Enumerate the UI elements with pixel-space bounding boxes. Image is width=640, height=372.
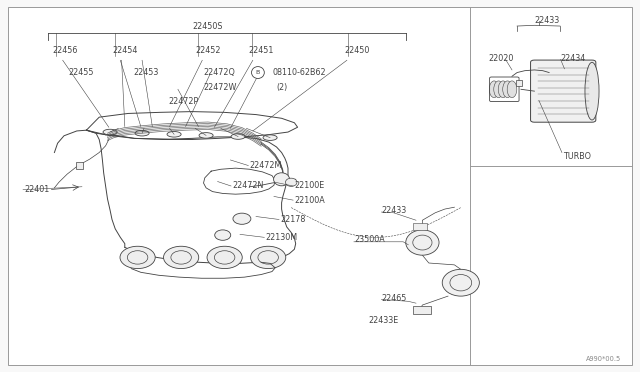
Text: 22472W: 22472W — [204, 83, 237, 92]
Ellipse shape — [274, 173, 290, 186]
Ellipse shape — [489, 81, 499, 97]
Ellipse shape — [494, 81, 504, 97]
Text: 22178: 22178 — [280, 215, 306, 224]
Text: TURBO: TURBO — [563, 153, 591, 161]
Text: 22472N: 22472N — [232, 182, 264, 190]
Ellipse shape — [503, 81, 513, 97]
Text: 22433E: 22433E — [368, 316, 398, 325]
Ellipse shape — [231, 134, 245, 139]
Text: 22454: 22454 — [112, 46, 138, 55]
Ellipse shape — [442, 269, 479, 296]
Text: A990*00.5: A990*00.5 — [586, 356, 621, 362]
Text: 22451: 22451 — [248, 46, 274, 55]
Text: 22472M: 22472M — [250, 161, 282, 170]
Text: 22433: 22433 — [381, 206, 406, 215]
Ellipse shape — [251, 246, 286, 269]
Ellipse shape — [214, 230, 231, 240]
Text: 22434: 22434 — [561, 54, 586, 63]
Text: 23500A: 23500A — [354, 235, 385, 244]
Ellipse shape — [164, 246, 198, 269]
Bar — [516, 80, 522, 86]
Text: 22452: 22452 — [195, 46, 221, 55]
Text: 22020: 22020 — [488, 54, 514, 63]
Ellipse shape — [135, 130, 149, 136]
Text: 22450S: 22450S — [193, 22, 223, 31]
FancyBboxPatch shape — [531, 60, 596, 122]
Text: 22465: 22465 — [381, 294, 407, 303]
Ellipse shape — [120, 246, 155, 269]
Text: 22453: 22453 — [133, 68, 159, 77]
Ellipse shape — [263, 135, 277, 140]
Bar — [413, 223, 427, 230]
Text: 22433: 22433 — [534, 16, 559, 25]
Ellipse shape — [499, 81, 508, 97]
Ellipse shape — [167, 131, 181, 137]
Ellipse shape — [207, 246, 242, 269]
Ellipse shape — [406, 230, 439, 255]
Text: 22100A: 22100A — [294, 196, 325, 205]
Text: 22100E: 22100E — [294, 182, 324, 190]
Text: 22450: 22450 — [344, 46, 370, 55]
Bar — [76, 162, 83, 169]
Text: 22401: 22401 — [24, 185, 49, 194]
Text: 22455: 22455 — [68, 68, 94, 77]
Ellipse shape — [585, 62, 599, 120]
Ellipse shape — [199, 132, 213, 138]
Text: 22456: 22456 — [52, 46, 78, 55]
Ellipse shape — [252, 67, 264, 78]
Text: B: B — [256, 70, 260, 75]
Text: 22130M: 22130M — [266, 233, 298, 242]
Ellipse shape — [103, 129, 117, 135]
Bar — [413, 306, 431, 314]
Text: 22472Q: 22472Q — [204, 68, 236, 77]
Ellipse shape — [233, 213, 251, 224]
Text: (2): (2) — [276, 83, 288, 92]
Text: 08110-62B62: 08110-62B62 — [273, 68, 326, 77]
Ellipse shape — [285, 178, 297, 186]
Ellipse shape — [507, 81, 517, 97]
Text: 22472P: 22472P — [168, 97, 198, 106]
